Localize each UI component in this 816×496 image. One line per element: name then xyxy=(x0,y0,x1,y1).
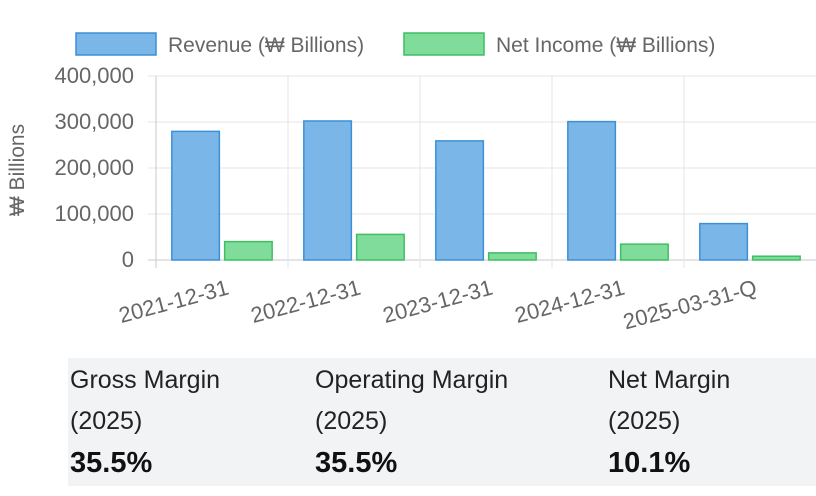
y-tick-label: 100,000 xyxy=(54,201,134,226)
legend-swatch-net-income xyxy=(403,32,485,56)
net-income-bar xyxy=(355,233,405,261)
revenue-bar xyxy=(435,140,485,261)
x-tick-label: 2021-12-31 xyxy=(116,275,231,328)
revenue-income-chart: Revenue (₩ Billions) Net Income (₩ Billio… xyxy=(6,32,816,334)
x-tick-label: 2025-03-31-Q xyxy=(621,275,760,335)
operating-margin-label: Operating Margin xyxy=(315,366,509,394)
gross-margin-label: Gross Margin xyxy=(70,366,221,394)
net-income-bar xyxy=(619,243,669,261)
legend-label-revenue: Revenue (₩ Billions) xyxy=(168,34,364,57)
gross-margin-year: (2025) xyxy=(70,407,143,435)
net-income-bar xyxy=(223,240,273,261)
revenue-bar xyxy=(567,120,617,261)
revenue-bar xyxy=(171,130,221,261)
net-margin-value: 10.1% xyxy=(608,447,691,479)
net-margin-label: Net Margin xyxy=(608,366,731,394)
net-margin-year: (2025) xyxy=(608,407,681,435)
operating-margin-metric: Operating Margin (2025) 35.5% xyxy=(315,358,585,480)
net-income-bar xyxy=(487,252,537,261)
y-tick-label: 200,000 xyxy=(54,155,134,180)
operating-margin-year: (2025) xyxy=(315,407,388,435)
legend-label-net-income: Net Income (₩ Billions) xyxy=(496,34,715,57)
net-margin-metric: Net Margin (2025) 10.1% xyxy=(608,358,808,480)
y-tick-label: 0 xyxy=(122,247,134,272)
y-tick-label: 400,000 xyxy=(54,63,134,88)
revenue-bar xyxy=(303,120,353,261)
chart-legend[interactable]: Revenue (₩ Billions) Net Income (₩ Billio… xyxy=(75,32,715,57)
y-axis-title: ₩ Billions xyxy=(6,124,29,216)
y-tick-label: 300,000 xyxy=(54,109,134,134)
gross-margin-metric: Gross Margin (2025) 35.5% xyxy=(70,358,300,480)
x-tick-label: 2022-12-31 xyxy=(248,275,363,328)
x-tick-label: 2024-12-31 xyxy=(512,275,627,328)
x-tick-label: 2023-12-31 xyxy=(380,275,495,328)
legend-swatch-revenue xyxy=(75,32,157,56)
chart-axes: 0 100,000 200,000 300,000 400,000 ₩ Billions 2… xyxy=(6,63,759,334)
revenue-bar xyxy=(699,222,749,261)
gross-margin-value: 35.5% xyxy=(70,447,153,479)
net-income-bar xyxy=(751,255,801,261)
chart-bars xyxy=(171,120,801,261)
margin-metrics-panel: Gross Margin (2025) 35.5% Operating Marg… xyxy=(68,358,816,486)
operating-margin-value: 35.5% xyxy=(315,447,398,479)
